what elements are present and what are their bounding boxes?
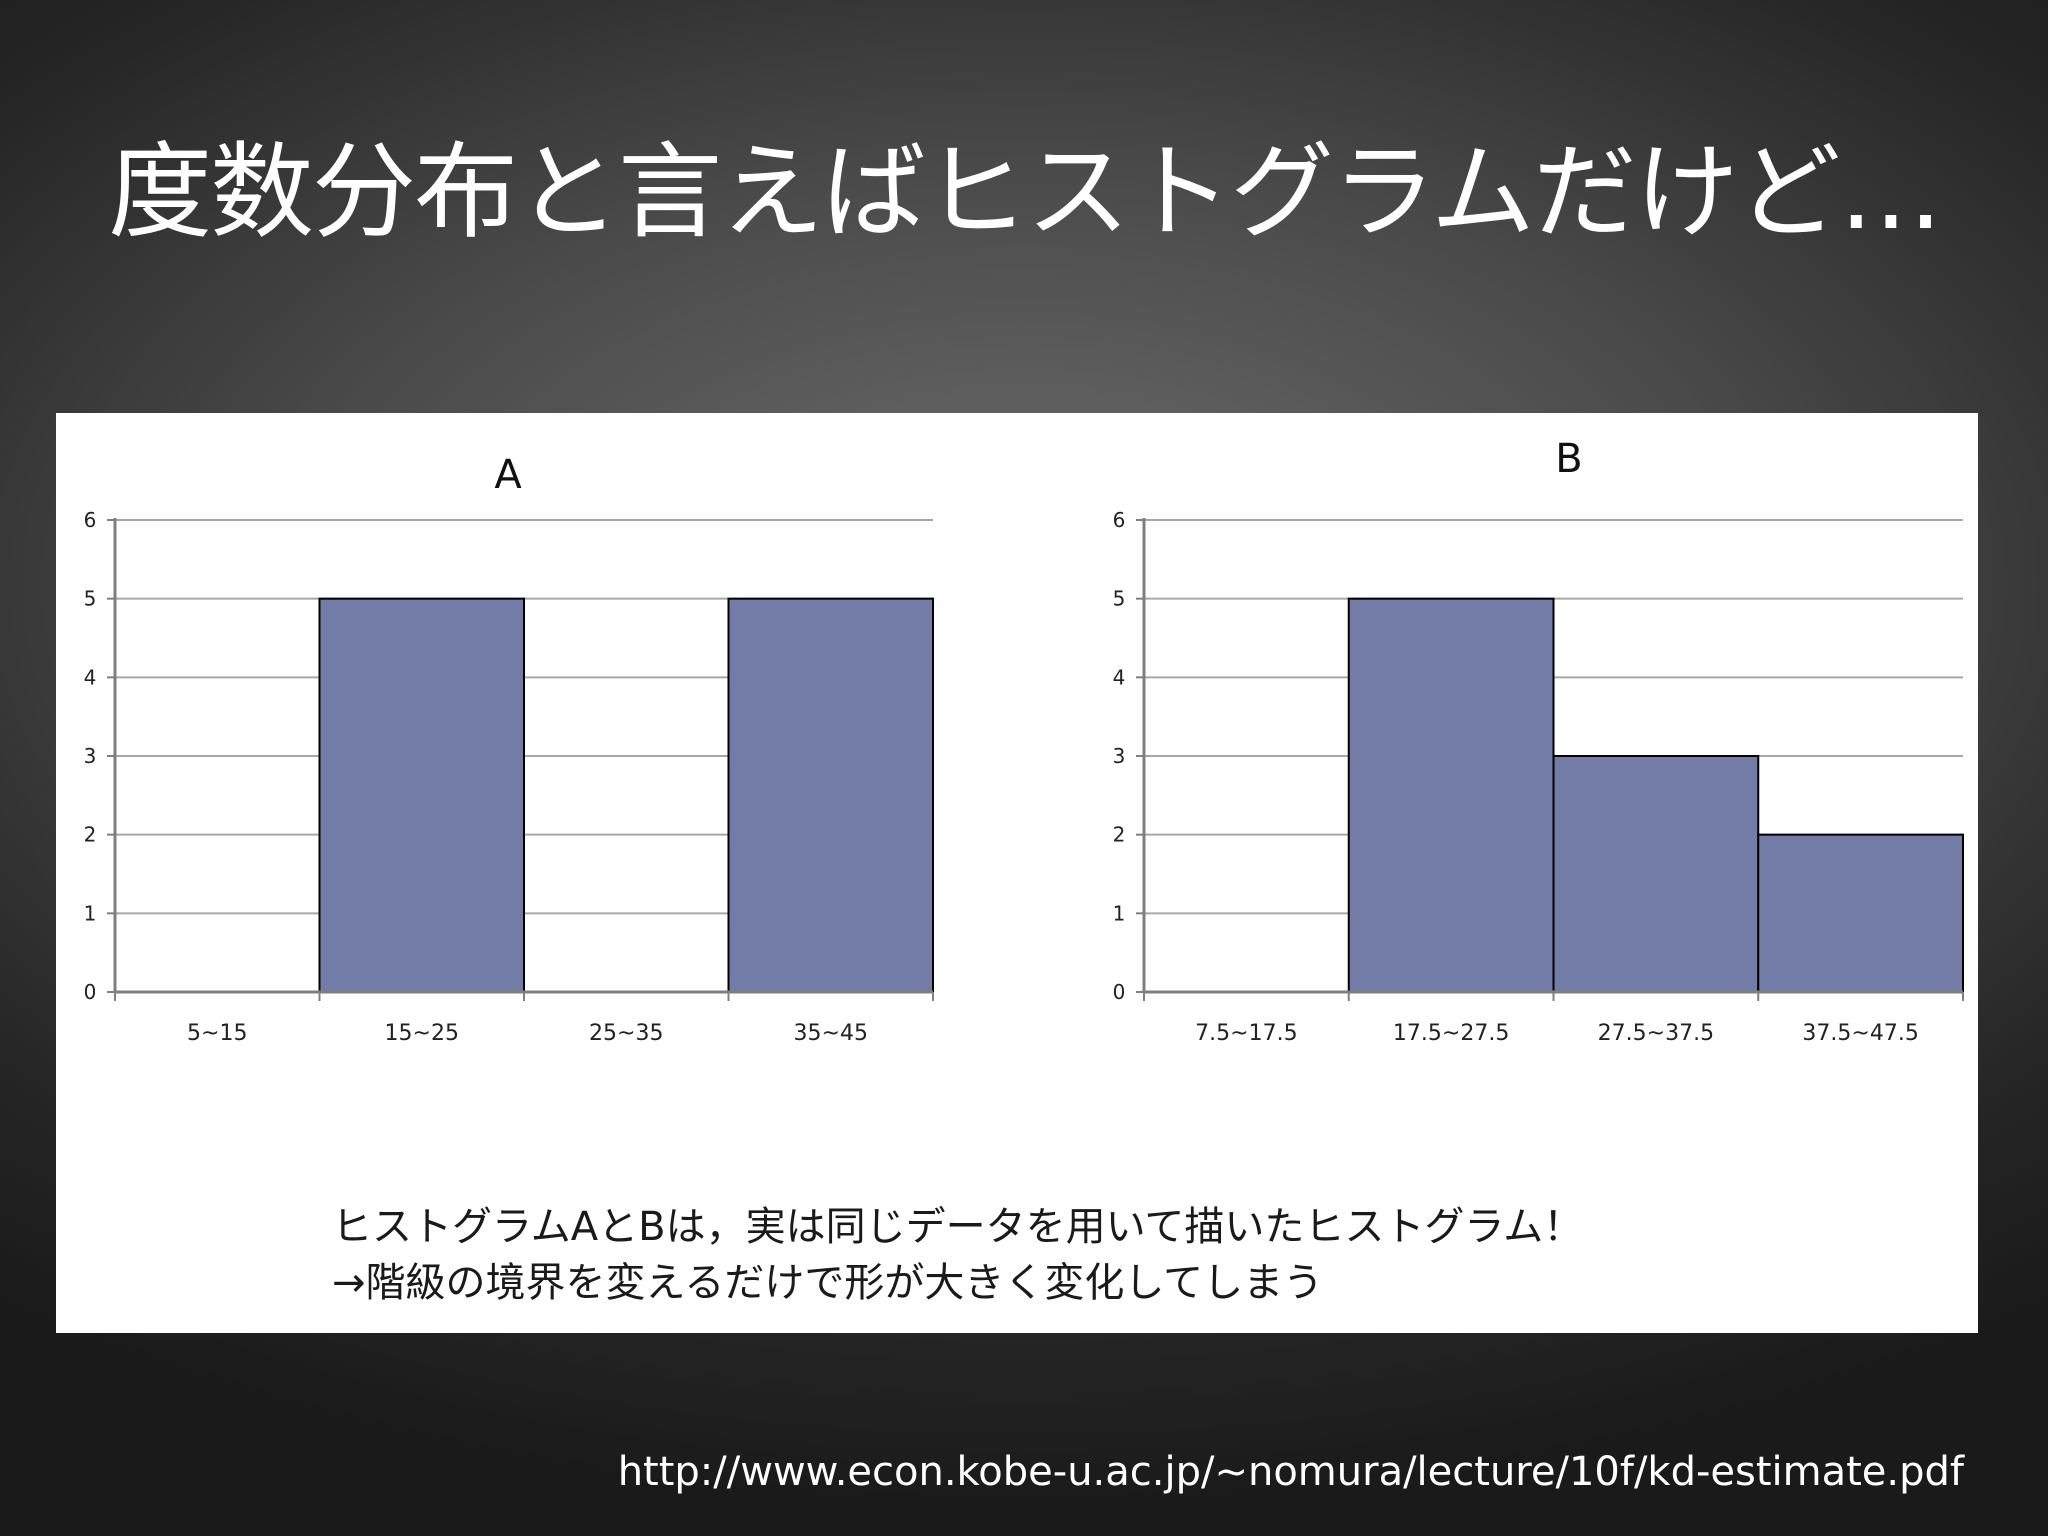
chart-b-category-label: 7.5~17.5 xyxy=(1195,1021,1297,1046)
slide-title: 度数分布と言えばヒストグラムだけど… xyxy=(108,131,1943,253)
chart-a-category-label: 5~15 xyxy=(187,1021,247,1046)
chart-a-ytick-label: 3 xyxy=(84,744,97,768)
chart-a-bar xyxy=(727,597,934,994)
histogram-charts: 0 1 2 3 4 5 6 5~15 15~25 25~35 35~45 A 0 1 2 3 4 5 6 7.5~17… xyxy=(84,436,1964,1046)
chart-a-category-label: 15~25 xyxy=(385,1021,459,1046)
chart-a-ytick-label: 1 xyxy=(84,901,97,925)
source-url: http://www.econ.kobe-u.ac.jp/~nomura/lec… xyxy=(617,1449,1964,1495)
chart-a-category-label: 25~35 xyxy=(589,1021,663,1046)
chart-a-title: A xyxy=(494,452,522,498)
chart-a-category-label: 35~45 xyxy=(794,1021,868,1046)
chart-b-title: B xyxy=(1555,436,1582,482)
chart-a-ytick-label: 0 xyxy=(84,980,97,1004)
chart-b-ytick-label: 2 xyxy=(1113,823,1126,847)
caption-line-2: →階級の境界を変えるだけで形が大きく変化してしまう xyxy=(332,1260,1324,1306)
chart-b-ytick-label: 1 xyxy=(1113,901,1126,925)
caption: ヒストグラムAとBは，実は同じデータを用いて描いたヒストグラム！ →階級の境界を… xyxy=(332,1199,1932,1311)
chart-a-ytick-label: 6 xyxy=(84,508,97,532)
chart-b-ytick-label: 3 xyxy=(1113,744,1126,768)
chart-b-category-label: 27.5~37.5 xyxy=(1598,1021,1714,1046)
chart-a-ytick-label: 2 xyxy=(84,823,97,847)
chart-a-ytick-label: 5 xyxy=(84,587,97,611)
chart-b-ytick-label: 4 xyxy=(1113,665,1126,689)
chart-b-ytick-label: 5 xyxy=(1113,587,1126,611)
figure-panel: 0 1 2 3 4 5 6 5~15 15~25 25~35 35~45 A 0 1 2 3 4 5 6 7.5~17… xyxy=(56,413,1978,1333)
chart-b-category-label: 17.5~27.5 xyxy=(1393,1021,1509,1046)
chart-b-category-label: 37.5~47.5 xyxy=(1802,1021,1918,1046)
chart-b-bar xyxy=(1347,597,1555,994)
chart-b-ytick-label: 6 xyxy=(1113,508,1126,532)
chart-b-bar xyxy=(1552,755,1760,993)
chart-a-ytick-label: 4 xyxy=(84,665,97,689)
caption-line-1: ヒストグラムAとBは，実は同じデータを用いて描いたヒストグラム！ xyxy=(332,1204,1584,1250)
chart-a-bar xyxy=(318,597,525,994)
chart-b-ytick-label: 0 xyxy=(1113,980,1126,1004)
chart-b-bar xyxy=(1757,833,1964,993)
